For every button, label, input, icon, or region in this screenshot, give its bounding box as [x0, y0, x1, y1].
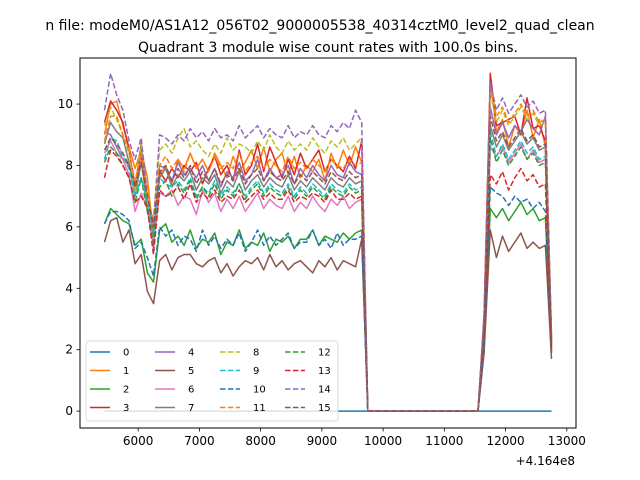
legend-label: 7: [188, 403, 194, 414]
x-tick-label: 11000: [425, 434, 463, 448]
y-tick-label: 10: [58, 97, 73, 111]
legend-label: 11: [253, 403, 266, 414]
x-tick-label: 8000: [245, 434, 276, 448]
x-tick-label: 9000: [307, 434, 338, 448]
legend-label: 6: [188, 385, 194, 396]
y-tick-label: 8: [65, 158, 73, 172]
legend-label: 0: [123, 348, 129, 359]
legend-label: 4: [188, 348, 194, 359]
x-tick-label: 10000: [364, 434, 402, 448]
legend-label: 5: [188, 366, 194, 377]
legend-label: 13: [318, 366, 331, 377]
chart-title: Quadrant 3 module wise count rates with …: [138, 40, 518, 56]
legend-label: 2: [123, 385, 129, 396]
legend-label: 12: [318, 348, 331, 359]
y-axis-ticks: 0 2 4 6 8 10: [58, 97, 80, 418]
x-offset-label: +4.164e8: [516, 454, 575, 468]
series-lines: [103, 72, 553, 412]
y-tick-label: 2: [65, 343, 73, 357]
legend-label: 15: [318, 403, 331, 414]
legend-box: [85, 340, 339, 422]
x-tick-label: 7000: [184, 434, 215, 448]
series-line-14: [103, 72, 553, 412]
figure-suptitle: n file: modeM0/AS1A12_056T02_9000005538_…: [45, 18, 594, 34]
series-line-12: [103, 137, 553, 412]
x-axis-ticks: 6000 7000 8000 9000 10000 11000 12000 13000: [123, 428, 586, 448]
y-tick-label: 6: [65, 220, 73, 234]
legend-label: 1: [123, 366, 129, 377]
legend-label: 14: [318, 385, 331, 396]
legend-label: 10: [253, 385, 266, 396]
legend-label: 8: [253, 348, 259, 359]
legend-label: 9: [253, 366, 259, 377]
y-tick-label: 4: [65, 281, 73, 295]
plot-frame: [79, 57, 577, 429]
x-tick-label: 12000: [486, 434, 524, 448]
x-tick-label: 6000: [123, 434, 154, 448]
y-tick-label: 0: [65, 404, 73, 418]
series-line-13: [103, 149, 553, 412]
x-tick-label: 13000: [548, 434, 586, 448]
legend-label: 3: [123, 403, 129, 414]
series-line-15: [103, 115, 553, 412]
